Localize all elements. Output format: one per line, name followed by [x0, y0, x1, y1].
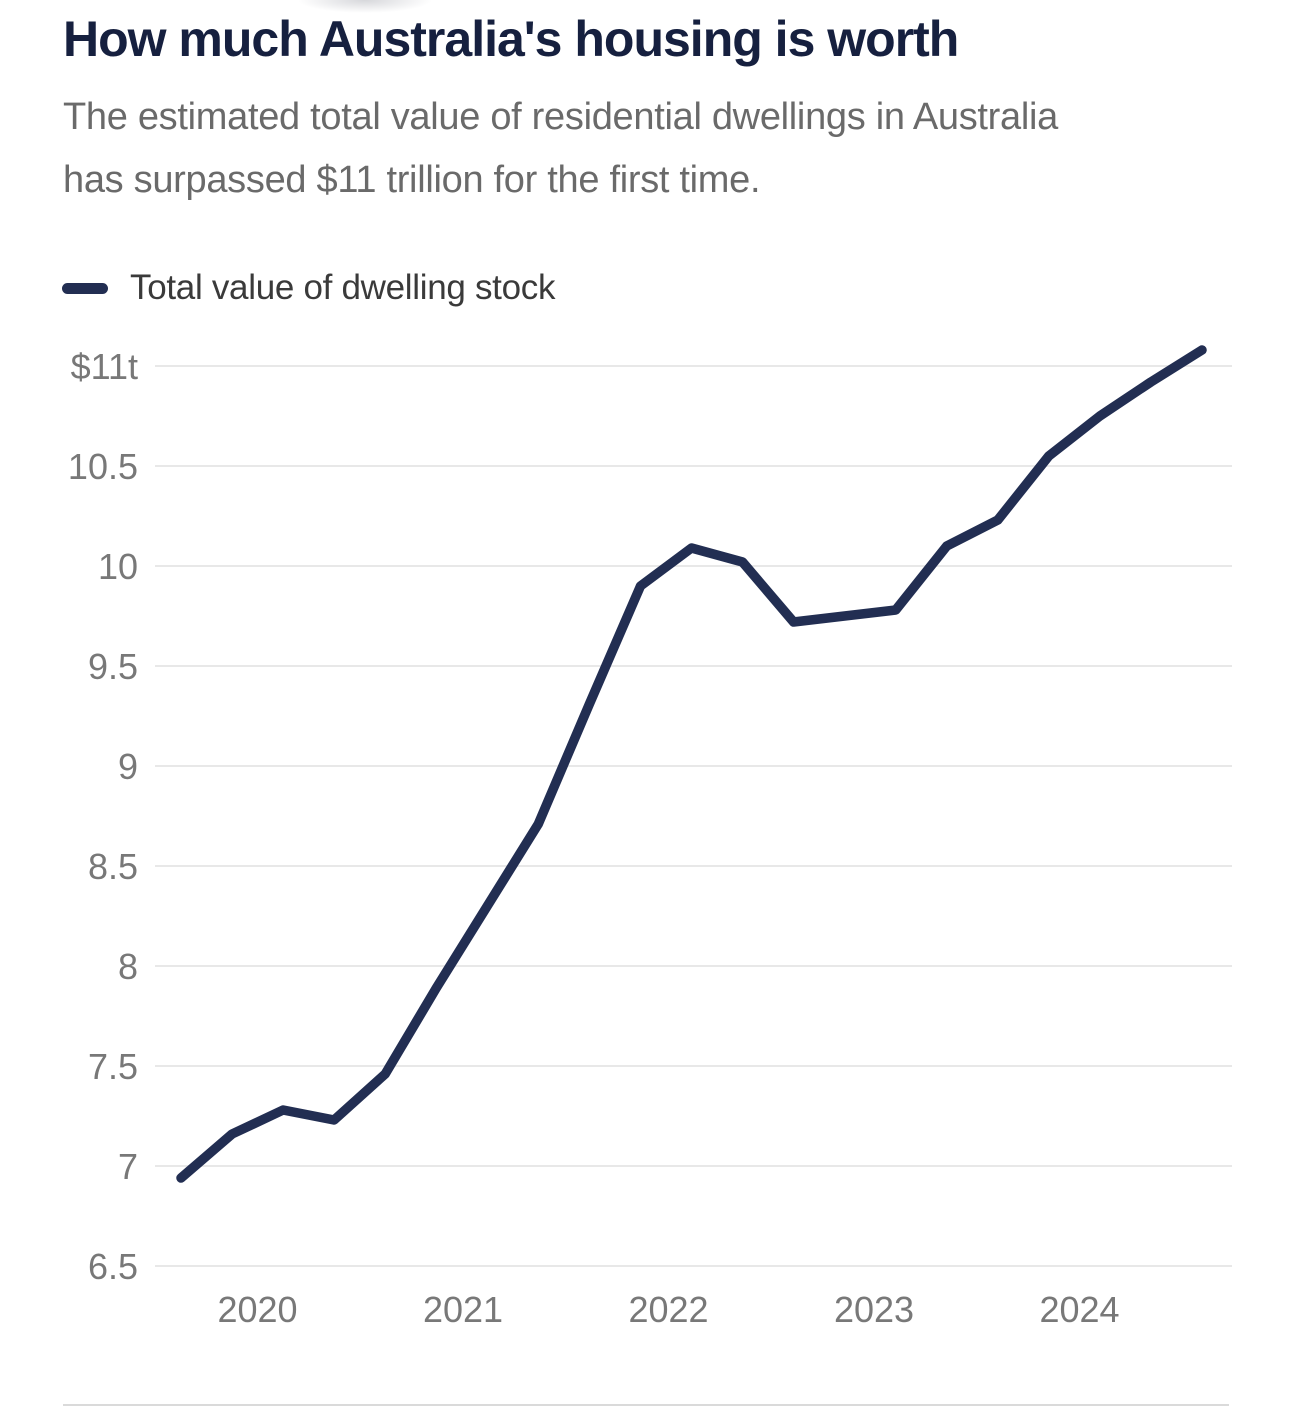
y-axis-tick-label: 8	[118, 946, 138, 987]
y-axis-tick-label: 9.5	[88, 646, 138, 687]
x-axis-tick-label: 2024	[1039, 1289, 1119, 1330]
x-axis-tick-label: 2020	[217, 1289, 297, 1330]
x-axis-tick-label: 2021	[423, 1289, 503, 1330]
y-axis-tick-label: 7	[118, 1146, 138, 1187]
y-axis-tick-label: 8.5	[88, 846, 138, 887]
y-axis-tick-label: 10	[98, 546, 138, 587]
y-axis-tick-label: 7.5	[88, 1046, 138, 1087]
x-axis-tick-label: 2022	[628, 1289, 708, 1330]
total-value-line	[176, 345, 1207, 1183]
y-axis-tick-label: 10.5	[68, 446, 138, 487]
chart-subtitle: The estimated total value of residential…	[63, 96, 1058, 201]
x-axis-tick-label: 2023	[834, 1289, 914, 1330]
y-axis-tick-label: 9	[118, 746, 138, 787]
chart-title: How much Australia's housing is worth	[63, 11, 959, 67]
y-axis-tick-label: $11t	[71, 346, 138, 387]
bottom-divider	[63, 1404, 1229, 1406]
top-edge-smudge-artifact	[272, 0, 458, 18]
legend: Total value of dwelling stock	[62, 266, 555, 310]
legend-line-swatch	[62, 282, 108, 294]
y-axis-tick-label: 6.5	[88, 1246, 138, 1287]
legend-label: Total value of dwelling stock	[130, 268, 556, 307]
